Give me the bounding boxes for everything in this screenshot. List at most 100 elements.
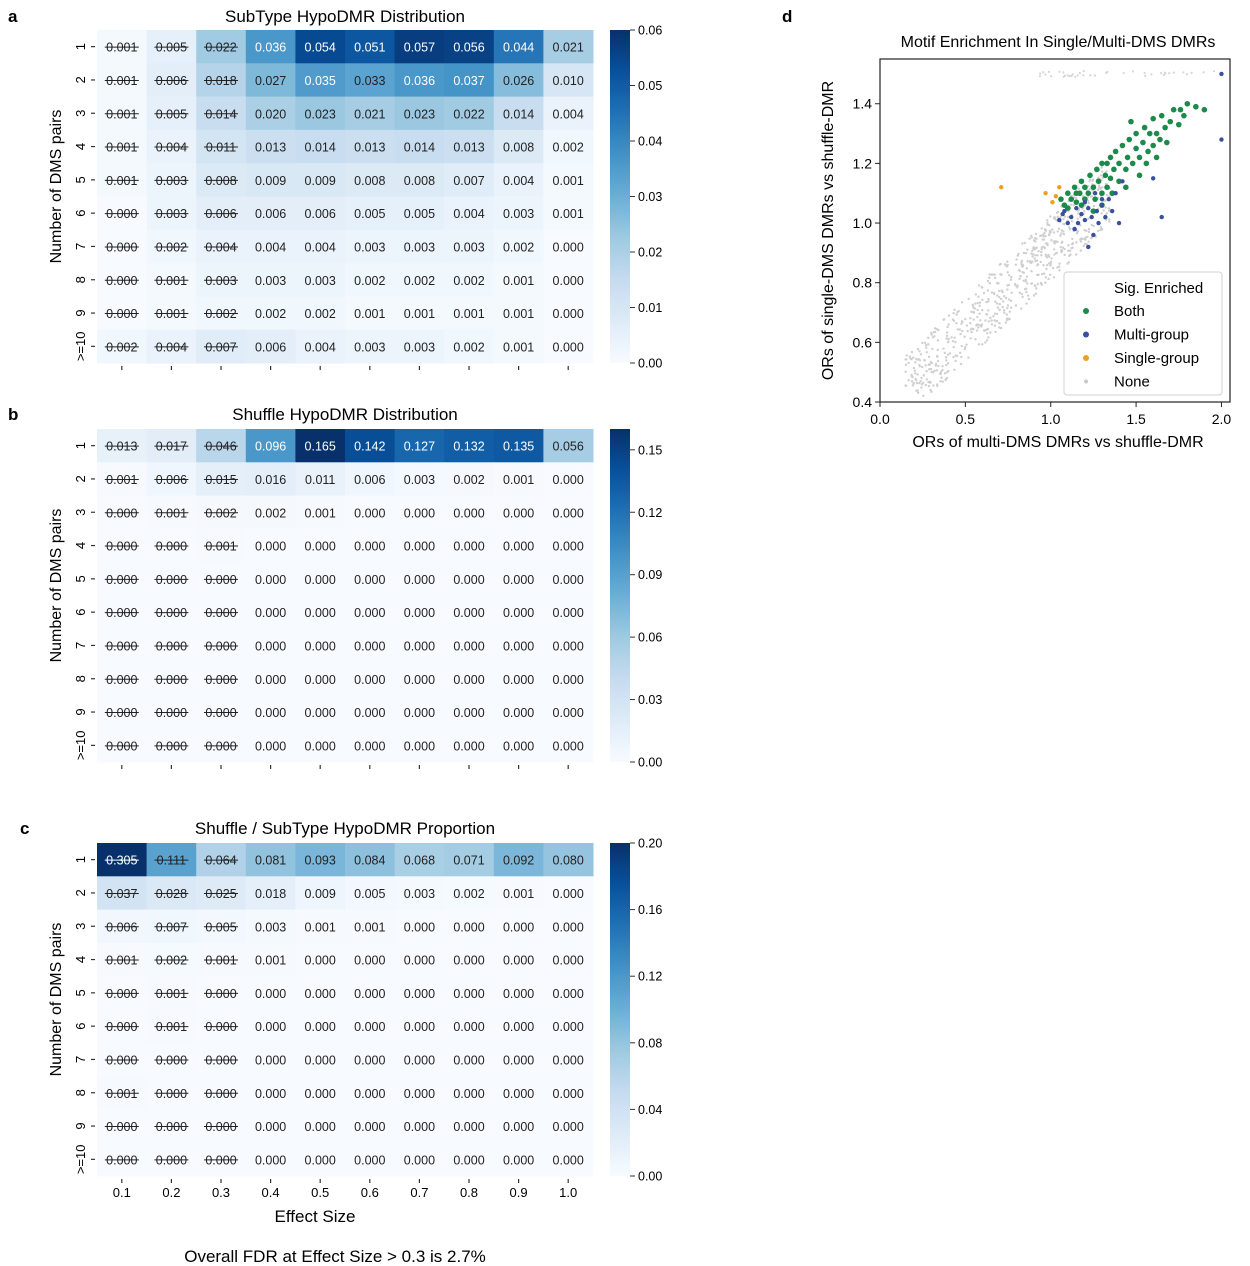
scatter-point xyxy=(933,335,936,338)
scatter-point xyxy=(944,363,948,367)
scatter-point xyxy=(972,318,975,321)
panel-label-d: d xyxy=(782,7,792,26)
scatter-point xyxy=(932,384,935,387)
scatter-point xyxy=(1037,250,1040,253)
scatter-point xyxy=(1181,112,1187,119)
scatter-point xyxy=(980,285,984,289)
cell-value-label: 0.002 xyxy=(453,340,484,354)
heatmap-cell xyxy=(295,462,346,497)
scatter-point xyxy=(1090,184,1097,191)
heatmap-cell xyxy=(295,163,346,197)
cell-value-label: 0.000 xyxy=(453,1153,484,1167)
cell-value-label: 0.132 xyxy=(453,440,484,454)
heatmap-cell xyxy=(245,96,296,131)
heatmap-cell xyxy=(493,728,544,763)
y-tick-label: 1 xyxy=(73,442,88,449)
cell-value-label: 0.081 xyxy=(255,854,286,868)
heatmap-cell xyxy=(394,662,445,696)
heatmap-cell xyxy=(493,96,544,131)
scatter-point xyxy=(1008,310,1012,313)
cell-value-label: 0.000 xyxy=(305,1153,336,1167)
scatter-point xyxy=(920,365,924,369)
heatmap-cell xyxy=(444,96,495,131)
scatter-point xyxy=(925,346,928,349)
scatter-point xyxy=(1099,228,1102,232)
scatter-point xyxy=(989,331,992,334)
cell-value-label: 0.000 xyxy=(453,573,484,587)
heatmap-cell xyxy=(493,229,544,264)
scatter-point xyxy=(1047,253,1050,257)
scatter-point xyxy=(904,384,907,387)
y-tick-label: >=10 xyxy=(73,332,88,362)
cell-value-label: 0.004 xyxy=(305,240,336,254)
cell-value-label: 0.003 xyxy=(255,920,286,934)
scatter-point xyxy=(1079,211,1084,217)
scatter-point xyxy=(1063,247,1066,251)
scatter-point xyxy=(1041,233,1045,236)
scatter-point xyxy=(1090,223,1094,227)
scatter-point xyxy=(934,362,938,366)
scatter-point xyxy=(915,358,919,361)
scatter-point xyxy=(1001,300,1005,303)
y-tick-label: >=10 xyxy=(73,1145,88,1175)
scatter-point xyxy=(921,341,924,345)
scatter-point xyxy=(1048,273,1052,276)
scatter-point xyxy=(1071,73,1074,76)
heatmap-cell xyxy=(444,296,495,331)
scatter-point xyxy=(939,380,942,383)
heatmap-panel-c: Shuffle / SubType HypoDMR Proportion Numb… xyxy=(48,819,662,1226)
scatter-point xyxy=(1150,142,1156,149)
cell-value-label: 0.000 xyxy=(553,887,584,901)
scatter-point xyxy=(1182,71,1185,74)
heatmap-title: SubType HypoDMR Distribution xyxy=(225,7,465,26)
x-tick-label: 1.0 xyxy=(1041,411,1061,427)
scatter-point xyxy=(1107,209,1111,213)
scatter-point xyxy=(990,319,993,322)
heatmap-cell xyxy=(245,1109,296,1144)
cell-value-label: 0.000 xyxy=(255,540,286,554)
scatter-point xyxy=(1062,217,1065,221)
heatmap-cell xyxy=(394,229,445,264)
scatter-point xyxy=(1020,259,1024,263)
scatter-point xyxy=(992,292,996,296)
heatmap-cell xyxy=(394,595,445,630)
scatter-point xyxy=(1027,297,1031,301)
scatter-point xyxy=(1046,263,1049,267)
heatmap-cell xyxy=(543,728,594,763)
y-axis-label: Number of DMS pairs xyxy=(48,923,65,1077)
heatmap-cell xyxy=(245,595,296,630)
scatter-point xyxy=(1184,100,1191,107)
scatter-point xyxy=(995,302,999,305)
scatter-point xyxy=(996,306,1000,309)
heatmap-cell xyxy=(543,462,594,497)
scatter-point xyxy=(945,376,949,380)
cell-value-label: 0.096 xyxy=(255,440,286,454)
heatmap-cell xyxy=(295,528,346,563)
scatter-point xyxy=(1136,172,1143,179)
cell-value-label: 0.001 xyxy=(503,473,534,487)
scatter-point xyxy=(1062,232,1066,236)
scatter-point xyxy=(1001,305,1004,309)
cell-value-label: 0.002 xyxy=(453,274,484,288)
cell-value-label: 0.000 xyxy=(453,1087,484,1101)
cell-value-label: 0.002 xyxy=(453,473,484,487)
scatter-point xyxy=(986,279,990,283)
scatter-point xyxy=(1058,70,1061,73)
scatter-point xyxy=(1004,321,1008,324)
cell-value-label: 0.071 xyxy=(453,854,484,868)
legend-marker xyxy=(1084,379,1088,384)
scatter-point xyxy=(1087,172,1093,179)
scatter-point xyxy=(1141,124,1148,131)
scatter-point xyxy=(1153,154,1160,161)
scatter-point xyxy=(1025,302,1028,305)
heatmap-cell xyxy=(543,628,594,663)
scatter-point xyxy=(985,339,989,342)
scatter-point xyxy=(1072,203,1075,207)
y-tick-label: 1 xyxy=(73,856,88,863)
heatmap-cell xyxy=(543,876,594,911)
scatter-point xyxy=(1082,217,1088,223)
scatter-point xyxy=(1092,196,1098,202)
cell-value-label: 0.000 xyxy=(553,240,584,254)
scatter-point xyxy=(1059,234,1062,237)
scatter-point xyxy=(999,273,1002,276)
